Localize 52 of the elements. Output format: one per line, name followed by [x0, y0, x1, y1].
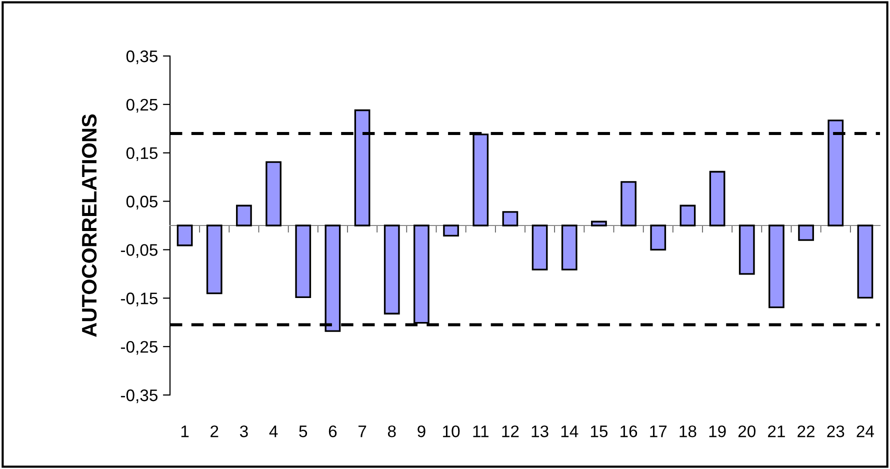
y-tick-label: 0,05 — [126, 196, 158, 210]
y-tick-label: 0,35 — [126, 50, 158, 64]
x-tick-label: 16 — [620, 425, 638, 438]
x-tick-label: 12 — [502, 425, 519, 438]
x-tick-label: 19 — [709, 425, 726, 438]
x-tick-label: 6 — [328, 425, 337, 438]
x-tick-label: 15 — [590, 426, 608, 438]
x-tick-label: 10 — [443, 425, 460, 438]
x-tick-label: 3 — [240, 425, 248, 438]
y-tick-label: -0,25 — [120, 340, 158, 355]
bar — [532, 224, 548, 270]
bar — [738, 224, 755, 275]
x-tick-label: 20 — [738, 425, 756, 438]
bar — [266, 161, 282, 226]
y-tick-label: 0,15 — [126, 147, 158, 162]
x-tick-label: 4 — [269, 426, 278, 438]
y-tick-label: -0,05 — [120, 244, 158, 258]
bar — [680, 204, 696, 226]
bar — [384, 224, 400, 314]
x-tick-label: 13 — [532, 425, 548, 438]
x-tick-label: 5 — [299, 426, 308, 438]
x-tick-label: 11 — [473, 426, 488, 438]
x-tick-label: 24 — [856, 425, 874, 438]
bar — [295, 224, 312, 298]
bar — [561, 224, 578, 270]
bar — [176, 224, 193, 246]
y-tick-label: -0,35 — [120, 389, 158, 404]
y-tick-label: 0,25 — [126, 98, 158, 113]
bar — [798, 224, 814, 241]
bar — [502, 211, 518, 226]
x-tick-label: 7 — [358, 426, 366, 438]
x-tick-label: 17 — [650, 426, 667, 438]
x-tick-label: 21 — [768, 425, 785, 438]
bar — [768, 224, 784, 308]
bar — [709, 170, 726, 226]
x-tick-label: 9 — [418, 425, 426, 438]
x-tick-label: 22 — [798, 425, 814, 438]
x-tick-label: 8 — [388, 425, 396, 438]
x-tick-label: 23 — [827, 425, 844, 438]
bar — [236, 204, 252, 226]
x-tick-label: 1 — [181, 426, 189, 438]
x-tick-label: 14 — [561, 426, 578, 438]
bar — [857, 224, 874, 298]
y-axis-title: AUTOCORRELATIONS — [82, 114, 97, 337]
bar — [443, 224, 459, 237]
x-tick-label: 2 — [210, 425, 218, 438]
bar — [650, 224, 666, 251]
bar — [206, 224, 222, 294]
bar — [620, 181, 636, 226]
x-tick-label: 18 — [680, 425, 696, 438]
y-tick-label: -0,15 — [120, 292, 158, 306]
bar — [591, 220, 607, 226]
